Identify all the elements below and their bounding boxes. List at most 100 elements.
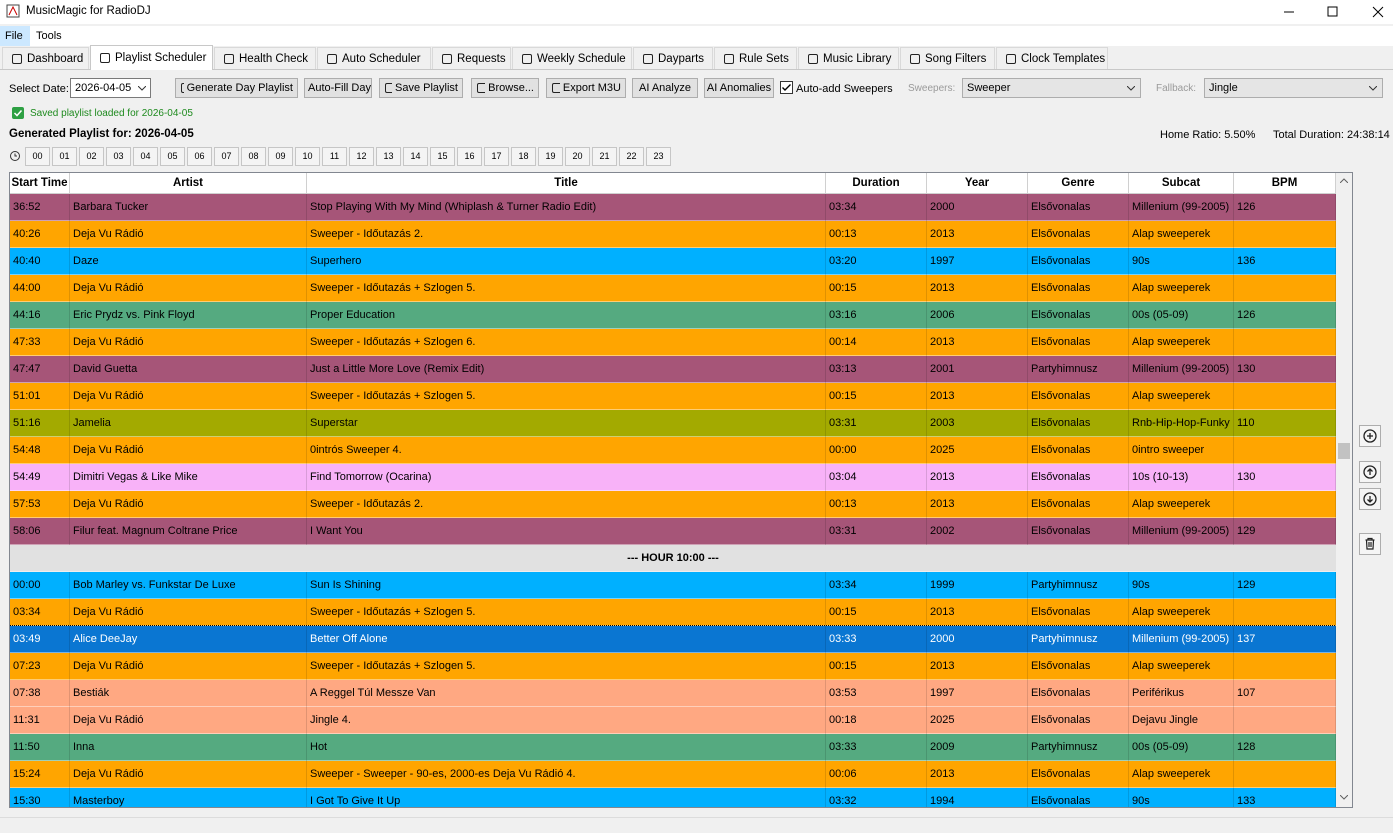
toolbar-button[interactable]: AI Analyze [632, 78, 698, 98]
hour-button[interactable]: 13 [376, 147, 401, 166]
playlist-row[interactable]: 54:49 Dimitri Vegas & Like Mike Find Tomor… [10, 464, 1336, 491]
hour-button[interactable]: 23 [646, 147, 671, 166]
window-controls[interactable] [1280, 4, 1390, 20]
table-cell: 110 [1234, 410, 1336, 437]
toolbar-button[interactable]: AI Anomalies [704, 78, 774, 98]
table-cell: 03:53 [826, 680, 927, 707]
toolbar-button[interactable]: Save Playlist [379, 78, 463, 98]
playlist-row[interactable]: 03:49 Alice DeeJay Better Off Alone 03:33 20… [10, 625, 1336, 654]
tab[interactable]: Music Library [798, 47, 899, 69]
playlist-row[interactable]: 44:16 Eric Prydz vs. Pink Floyd Proper Edu… [10, 302, 1336, 329]
tab[interactable]: Dayparts [633, 47, 713, 69]
playlist-row[interactable]: 47:33 Deja Vu Rádió Sweeper - Időutazás + … [10, 329, 1336, 356]
scrollbar[interactable] [1336, 173, 1352, 807]
playlist-row[interactable]: 40:26 Deja Vu Rádió Sweeper - Időutazás 2.… [10, 221, 1336, 248]
delete-button[interactable] [1359, 533, 1381, 555]
playlist-row[interactable]: 58:06 Filur feat. Magnum Coltrane Price I … [10, 518, 1336, 545]
hour-button[interactable]: 05 [160, 147, 185, 166]
playlist-row[interactable]: 15:24 Deja Vu Rádió Sweeper - Sweeper - 90… [10, 761, 1336, 788]
table-cell: Elsővonalas [1028, 383, 1129, 410]
toolbar-button[interactable]: Auto-Fill Day [304, 78, 372, 98]
playlist-row[interactable]: 07:38 Bestiák A Reggel Túl Messze Van 03:53… [10, 680, 1336, 707]
column-header: Genre [1028, 173, 1129, 194]
playlist-row[interactable]: 57:53 Deja Vu Rádió Sweeper - Időutazás 2.… [10, 491, 1336, 518]
hour-button[interactable]: 22 [619, 147, 644, 166]
tab-icon [327, 53, 337, 64]
hour-button[interactable]: 19 [538, 147, 563, 166]
hour-button[interactable]: 16 [457, 147, 482, 166]
table-cell: 2006 [927, 302, 1028, 329]
table-cell: Better Off Alone [307, 626, 826, 653]
hour-button[interactable]: 08 [241, 147, 266, 166]
hour-separator[interactable]: --- HOUR 10:00 --- [10, 545, 1336, 572]
playlist-row[interactable]: 11:31 Deja Vu Rádió Jingle 4. 00:18 2025 Első… [10, 707, 1336, 734]
tab[interactable]: Requests [432, 47, 511, 69]
fallback-combo[interactable]: Jingle [1204, 78, 1383, 98]
dropdown-arrow [1369, 86, 1377, 91]
table-cell: 00:15 [826, 383, 927, 410]
scroll-down[interactable] [1340, 795, 1348, 800]
hour-button[interactable]: 07 [214, 147, 239, 166]
playlist-row[interactable]: 07:23 Deja Vu Rádió Sweeper - Időutazás + … [10, 653, 1336, 680]
playlist-row[interactable]: 11:50 Inna Hot 03:33 2009 Partyhimnusz 00s (05… [10, 734, 1336, 761]
checkbox-label[interactable]: Auto-add Sweepers [796, 83, 893, 95]
table-cell: Deja Vu Rádió [70, 761, 307, 788]
playlist-row[interactable]: 54:48 Deja Vu Rádió 0intrós Sweeper 4. 00:0… [10, 437, 1336, 464]
button-label: Browse... [488, 82, 534, 94]
toolbar-button[interactable]: Generate Day Playlist [175, 78, 298, 98]
hour-button[interactable]: 06 [187, 147, 212, 166]
tab[interactable]: Health Check [214, 47, 316, 69]
table-cell: 10s (10-13) [1129, 464, 1234, 491]
checkbox[interactable] [780, 81, 793, 94]
playlist-row[interactable]: 40:40 Daze Superhero 03:20 1997 Elsővonalas 90… [10, 248, 1336, 275]
playlist-row[interactable]: 03:34 Deja Vu Rádió Sweeper - Időutazás + … [10, 599, 1336, 626]
hour-button[interactable]: 17 [484, 147, 509, 166]
playlist-row[interactable]: 00:00 Bob Marley vs. Funkstar De Luxe Sun … [10, 572, 1336, 599]
playlist-row[interactable]: 44:00 Deja Vu Rádió Sweeper - Időutazás + … [10, 275, 1336, 302]
sweepers-combo[interactable]: Sweeper [962, 78, 1141, 98]
hour-button[interactable]: 04 [133, 147, 158, 166]
toolbar-button[interactable]: Export M3U [546, 78, 626, 98]
move-down-button[interactable] [1359, 488, 1381, 510]
tab[interactable]: Auto Scheduler [317, 47, 431, 69]
toolbar-button[interactable]: Browse... [471, 78, 539, 98]
playlist-row[interactable]: 51:16 Jamelia Superstar 03:31 2003 Elsővonala… [10, 410, 1336, 437]
table-cell: Elsővonalas [1028, 275, 1129, 302]
menu-item[interactable]: Tools [36, 30, 62, 42]
tab[interactable]: Clock Templates [996, 47, 1108, 69]
hour-button[interactable]: 03 [106, 147, 131, 166]
hour-button[interactable]: 12 [349, 147, 374, 166]
hour-button[interactable]: 09 [268, 147, 293, 166]
hour-button[interactable]: 18 [511, 147, 536, 166]
date-picker[interactable]: 2026-04-05 [70, 78, 151, 98]
table-cell: 90s [1129, 248, 1234, 275]
hour-button[interactable]: 00 [25, 147, 50, 166]
scroll-thumb[interactable] [1338, 443, 1350, 459]
tab[interactable]: Rule Sets [714, 47, 797, 69]
add-button[interactable] [1359, 425, 1381, 447]
scroll-up[interactable] [1340, 178, 1348, 183]
hour-button[interactable]: 21 [592, 147, 617, 166]
hour-button[interactable]: 10 [295, 147, 320, 166]
playlist-row[interactable]: 47:47 David Guetta Just a Little More Love… [10, 356, 1336, 383]
playlist-row[interactable]: 36:52 Barbara Tucker Stop Playing With My … [10, 194, 1336, 221]
hour-button[interactable]: 01 [52, 147, 77, 166]
hour-button[interactable]: 20 [565, 147, 590, 166]
tab[interactable]: Weekly Schedule [512, 47, 632, 69]
tab[interactable]: Song Filters [900, 47, 995, 69]
table-cell: Alap sweeperek [1129, 491, 1234, 518]
table-cell: Elsővonalas [1028, 599, 1129, 626]
tab[interactable]: Dashboard [2, 47, 89, 69]
table-cell: Dimitri Vegas & Like Mike [70, 464, 307, 491]
table-cell: 47:33 [10, 329, 70, 356]
playlist-row[interactable]: 51:01 Deja Vu Rádió Sweeper - Időutazás + … [10, 383, 1336, 410]
hour-button[interactable]: 14 [403, 147, 428, 166]
hour-button[interactable]: 15 [430, 147, 455, 166]
move-up-button[interactable] [1359, 461, 1381, 483]
tab[interactable]: Playlist Scheduler [90, 45, 213, 70]
hour-button[interactable]: 02 [79, 147, 104, 166]
hour-button[interactable]: 11 [322, 147, 347, 166]
playlist-row[interactable]: 15:30 Masterboy I Got To Give It Up 03:32 19… [10, 788, 1336, 807]
menu-item[interactable]: File [0, 26, 30, 46]
table-cell: Partyhimnusz [1028, 734, 1129, 761]
